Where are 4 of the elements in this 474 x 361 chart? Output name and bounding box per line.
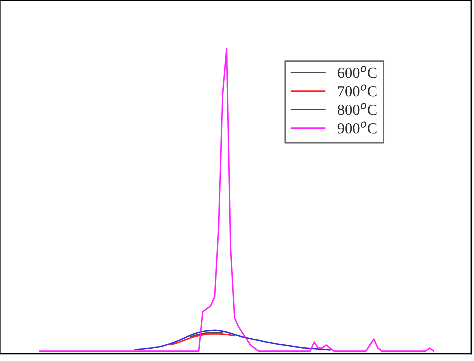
legend-label: 900$^{o}$C [338, 122, 377, 134]
legend-label: 800$^{o}$C [338, 103, 377, 116]
legend-label: 600$^{o}$C [338, 66, 377, 78]
legend-label: 700$^{o}$C [338, 84, 377, 97]
